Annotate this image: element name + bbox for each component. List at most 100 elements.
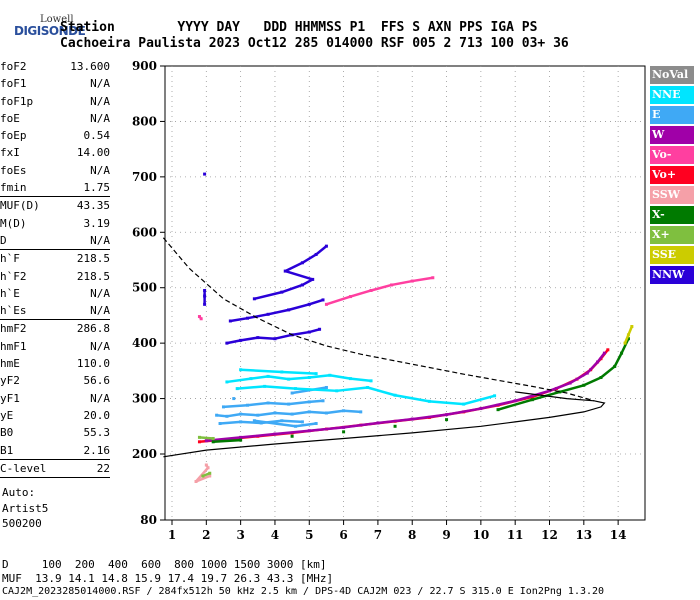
trace-segment xyxy=(412,276,434,283)
x-tick-label: 9 xyxy=(442,528,450,542)
trace-segment xyxy=(281,370,317,375)
trace-w xyxy=(204,351,606,443)
trace-segment xyxy=(226,412,241,418)
trace-point xyxy=(203,172,207,176)
x-tick-label: 1 xyxy=(168,528,176,542)
trace-segment xyxy=(223,403,248,409)
legend-entry: NNE xyxy=(650,86,694,104)
trace-segment xyxy=(446,407,482,416)
trace-segment xyxy=(291,410,310,416)
trace-point xyxy=(626,337,630,341)
param-row: D N/A xyxy=(0,232,110,249)
param-value: 14.00 xyxy=(76,146,110,160)
param-row: h`F2 218.5 xyxy=(0,268,110,285)
param-label: hmE xyxy=(0,357,20,371)
param-row: C-level 22 xyxy=(0,460,110,477)
logo-line1: Lowell xyxy=(40,14,74,25)
trace-segment xyxy=(309,426,344,432)
trace-segment xyxy=(216,413,228,418)
muf-frequency-row: MUF 13.9 14.1 14.8 15.9 17.4 19.7 26.3 4… xyxy=(2,572,334,585)
trace-segment xyxy=(620,338,630,354)
trace-segment xyxy=(257,411,276,417)
x-tick-label: 13 xyxy=(575,528,592,542)
param-label: yE xyxy=(0,408,14,422)
trace-point xyxy=(369,379,373,383)
param-row: h`Es N/A xyxy=(0,302,110,319)
param-label: foEs xyxy=(0,163,27,177)
param-label: foE xyxy=(0,111,20,125)
trace-segment xyxy=(549,381,571,392)
trace-point xyxy=(630,325,634,329)
y-tick-label: 300 xyxy=(132,392,157,406)
param-value: N/A xyxy=(90,286,110,300)
param-label: hmF2 xyxy=(0,322,27,336)
autoscaler-line1: Auto: xyxy=(2,486,36,499)
header-line2: Cachoeira Paulista 2023 Oct12 285 014000… xyxy=(60,36,569,51)
trace-segment xyxy=(343,409,361,414)
trace-segment xyxy=(336,386,368,393)
param-value: 0.54 xyxy=(83,129,111,143)
param-label: foEp xyxy=(0,129,27,143)
y-tick-label: 500 xyxy=(132,281,157,295)
trace-segment xyxy=(274,333,293,340)
trace-point xyxy=(359,410,363,414)
trace-segment xyxy=(240,368,282,374)
param-value: 56.6 xyxy=(83,374,111,388)
trace-segment xyxy=(586,361,599,374)
param-label: fxI xyxy=(0,146,20,160)
trace-segment xyxy=(264,385,296,390)
param-row: h`F 218.5 xyxy=(0,250,110,267)
trace-segment xyxy=(240,336,258,342)
trace-segment xyxy=(230,316,248,323)
trace-segment xyxy=(206,436,241,442)
trace-segment xyxy=(291,330,310,337)
param-separator xyxy=(0,249,110,251)
trace-segment xyxy=(377,417,413,425)
trace-segment xyxy=(226,339,241,345)
param-value: 218.5 xyxy=(76,252,110,266)
trace-segment xyxy=(199,436,214,440)
param-label: B1 xyxy=(0,443,14,457)
trace-segment xyxy=(480,399,516,410)
trace-segment xyxy=(257,336,276,340)
polarization-legend: NoVal NNE E W Vo- Vo+ SSW X- X+ SSE NNW xyxy=(650,66,694,286)
y-tick-label: 600 xyxy=(132,225,157,239)
trace-segment xyxy=(613,352,623,367)
trace-segment xyxy=(281,283,303,294)
param-row: hmF2 286.8 xyxy=(0,320,110,337)
trace-segment xyxy=(514,389,550,402)
y-tick-label: 800 xyxy=(132,114,157,128)
trace-segment xyxy=(226,377,252,384)
trace-segment xyxy=(295,422,317,428)
trace-segment xyxy=(583,376,602,387)
trace-point xyxy=(321,298,325,302)
param-label: h`Es xyxy=(0,304,27,318)
trace-point xyxy=(606,348,610,352)
param-value: 2.16 xyxy=(83,443,111,457)
trace-ssw xyxy=(194,463,212,483)
trace-segment xyxy=(429,400,464,406)
param-separator xyxy=(0,458,110,460)
trace-segment xyxy=(288,400,310,406)
param-label: M(D) xyxy=(0,216,27,230)
trace-point xyxy=(342,430,346,434)
profile-curve xyxy=(163,391,606,458)
param-separator xyxy=(0,196,110,198)
trace-segment xyxy=(195,474,211,483)
trace-point xyxy=(211,436,215,440)
trace-segment xyxy=(237,385,265,390)
param-label: yF2 xyxy=(0,374,20,388)
trace-segment xyxy=(240,420,262,425)
param-value: 110.0 xyxy=(76,357,110,371)
param-value: 20.0 xyxy=(83,408,111,422)
trace-segment xyxy=(394,394,430,403)
trace-segment xyxy=(284,261,303,273)
param-value: N/A xyxy=(90,163,110,177)
param-label: h`E xyxy=(0,286,20,300)
trace-segment xyxy=(569,371,588,385)
legend-entry: Vo+ xyxy=(650,166,694,184)
param-row: foEs N/A xyxy=(0,162,110,179)
trace-segment xyxy=(295,387,337,393)
trace-point xyxy=(393,424,397,428)
trace-point xyxy=(314,372,318,376)
